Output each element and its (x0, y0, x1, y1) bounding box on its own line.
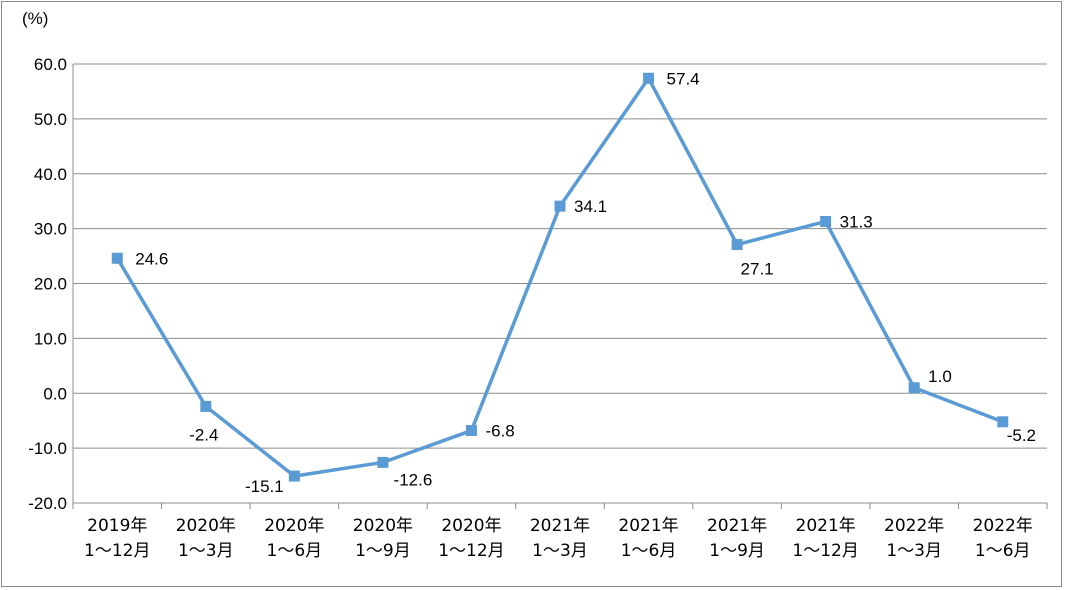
y-tick-label: 30.0 (34, 220, 67, 239)
data-label: 1.0 (928, 367, 952, 386)
data-labels: 24.6 -2.4 -15.1 -12.6 -6.8 34.1 57.4 27.1 31.3 1.… (135, 69, 1036, 496)
gridlines (73, 63, 1047, 504)
x-tick-label-year: 2020年 (176, 516, 236, 536)
data-point-marker (377, 456, 389, 468)
data-point-marker (554, 200, 566, 212)
data-label: -6.8 (485, 422, 514, 441)
data-label: 24.6 (135, 249, 168, 268)
y-tick-label: 50.0 (34, 110, 67, 129)
x-tick-label-period: 1～9月 (709, 541, 765, 561)
y-tick-label: 10.0 (34, 329, 67, 348)
data-label: 27.1 (741, 260, 774, 279)
data-point-marker (465, 425, 477, 437)
y-axis-unit-label: (%) (22, 9, 48, 28)
data-label: 34.1 (574, 197, 607, 216)
x-tick-label-period: 1～3月 (178, 541, 234, 561)
x-tick-label-year: 2020年 (264, 516, 324, 536)
x-tick-label-year: 2020年 (441, 516, 501, 536)
data-point-marker (820, 215, 832, 227)
x-tick-label-period: 1～6月 (621, 541, 677, 561)
y-tick-label: -10.0 (28, 439, 67, 458)
y-tick-label: -20.0 (28, 494, 67, 513)
x-tick-label-period: 1～6月 (267, 541, 323, 561)
x-tick-label-year: 2022年 (973, 516, 1033, 536)
data-point-marker (200, 400, 212, 412)
x-tick-label-period: 1～6月 (975, 541, 1031, 561)
x-tick-label-year: 2021年 (618, 516, 678, 536)
data-point-marker (111, 252, 123, 264)
x-tick-label-period: 1～9月 (355, 541, 411, 561)
data-label: -2.4 (189, 425, 218, 444)
x-tick-label-period: 1～12月 (438, 541, 504, 561)
data-label: -15.1 (245, 477, 284, 496)
x-tick-label-period: 1～3月 (886, 541, 942, 561)
x-tick-label-period: 1～3月 (532, 541, 588, 561)
data-point-marker (288, 470, 300, 482)
y-tick-label: 0.0 (43, 384, 67, 403)
x-axis: 2019年 1～12月 2020年 1～3月 2020年 1～6月 2020年 1～9月 202… (72, 64, 1048, 561)
series-line (115, 76, 1004, 478)
x-tick-label-year: 2021年 (796, 516, 856, 536)
y-tick-label: 40.0 (34, 165, 67, 184)
data-label: -12.6 (394, 470, 433, 489)
data-point-marker (908, 382, 920, 394)
x-tick-label-year: 2021年 (707, 516, 767, 536)
data-point-marker (731, 239, 743, 251)
data-label: -5.2 (1007, 426, 1036, 445)
data-point-marker (643, 72, 655, 84)
data-point-marker (997, 416, 1009, 428)
y-tick-label: 60.0 (34, 55, 67, 74)
y-axis-ticks: -20.0 -10.0 0.0 10.0 20.0 30.0 40.0 50.0 60.0 (28, 55, 67, 513)
x-tick-label-year: 2022年 (884, 516, 944, 536)
data-label: 57.4 (667, 69, 700, 88)
x-tick-label-period: 1～12月 (84, 541, 150, 561)
x-tick-label-year: 2021年 (530, 516, 590, 536)
y-tick-label: 20.0 (34, 275, 67, 294)
x-tick-label-year: 2020年 (353, 516, 413, 536)
series-line-group (111, 72, 1009, 482)
data-label: 31.3 (840, 212, 873, 231)
x-tick-label-period: 1～12月 (792, 541, 858, 561)
x-tick-label-year: 2019年 (87, 516, 147, 536)
